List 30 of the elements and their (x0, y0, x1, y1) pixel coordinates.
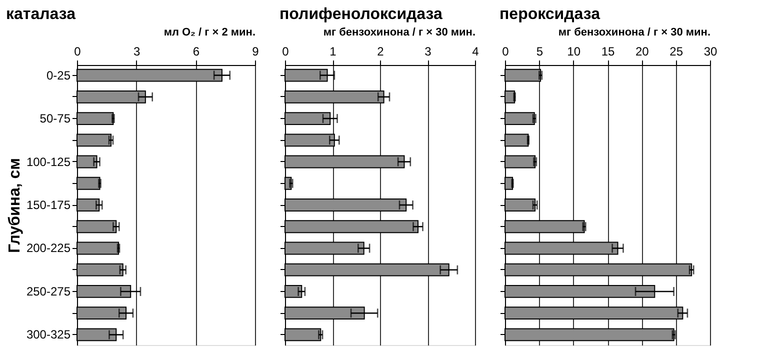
x-tick-label: 25 (670, 44, 684, 58)
y-tick-label: 50-75 (40, 112, 71, 126)
y-tick-label: 0-25 (46, 68, 71, 82)
y-tick-label: 200-225 (26, 241, 71, 256)
x-tick-label: 0 (74, 44, 82, 58)
y-tick-label: 100-125 (26, 154, 71, 169)
y-tick-label: 250-275 (26, 284, 71, 298)
y-tick-label: 300-325 (26, 328, 71, 342)
x-tick-label: 2 (377, 44, 384, 58)
x-tick-label: 15 (601, 44, 615, 58)
x-tick-label: 30 (704, 44, 718, 58)
x-axis-title: мг бензохинона / г × 30 мин. (558, 26, 710, 38)
x-tick-label: 6 (192, 44, 200, 58)
chart-title: каталаза (6, 6, 76, 23)
chart-title: пероксидаза (500, 6, 600, 23)
x-tick-label: 3 (133, 44, 140, 58)
x-tick-label: 20 (635, 44, 650, 58)
x-tick-label: 4 (472, 44, 480, 58)
y-tick-label: 150-175 (26, 198, 71, 212)
x-tick-label: 10 (567, 44, 581, 58)
x-tick-label: 3 (424, 44, 432, 58)
chart-title: полифенолоксидаза (280, 6, 443, 23)
x-tick-label: 5 (536, 44, 544, 58)
x-axis-title: мл O₂ / г × 2 мин. (164, 26, 256, 38)
x-tick-label: 9 (252, 44, 260, 58)
y-axis-title: Глубина, см (6, 158, 24, 254)
x-tick-label: 0 (282, 44, 290, 58)
x-tick-label: 0 (502, 44, 510, 58)
x-tick-label: 1 (330, 44, 337, 58)
x-axis-title: мг бензохинона / г × 30 мин. (323, 26, 476, 38)
